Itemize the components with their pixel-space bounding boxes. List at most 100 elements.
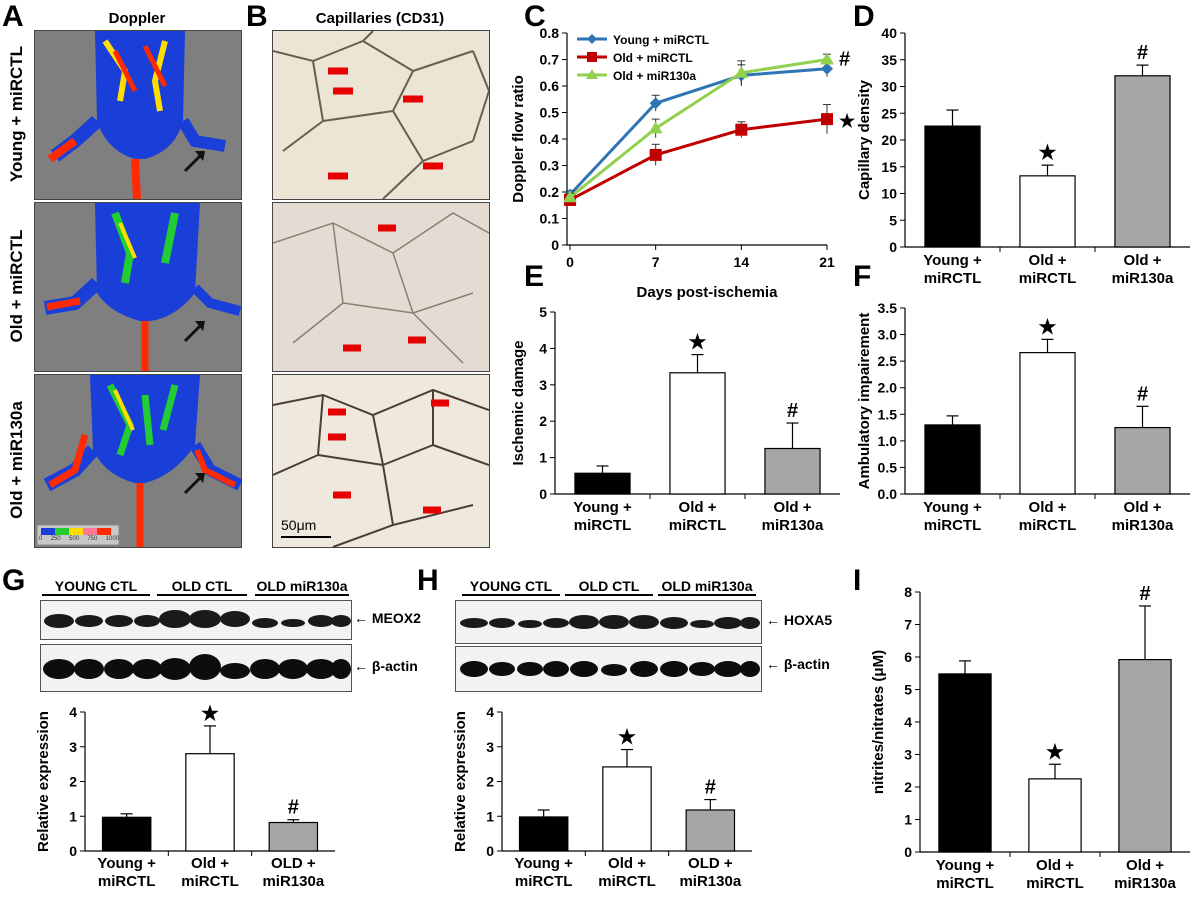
blot-g-group-mir: OLD miR130a bbox=[255, 578, 349, 596]
y-tick-label: 0 bbox=[889, 239, 897, 255]
bar bbox=[685, 809, 736, 852]
series-line bbox=[568, 67, 828, 196]
y-tick-label: 0.4 bbox=[540, 131, 560, 147]
significance-marker: # bbox=[839, 49, 850, 71]
blot-g-group-old: OLD CTL bbox=[157, 578, 247, 596]
capillary-image-old bbox=[272, 202, 490, 372]
category-label: miRCTL bbox=[1026, 875, 1084, 892]
y-tick-label: 3 bbox=[539, 377, 547, 393]
scale-bar-label: 50μm bbox=[281, 517, 317, 533]
blot-h-actin bbox=[455, 646, 762, 692]
y-tick-label: 2 bbox=[486, 774, 494, 790]
scale-tick: 1000 bbox=[105, 536, 119, 542]
panel-label-i: I bbox=[853, 564, 862, 597]
x-tick-label: 7 bbox=[652, 254, 660, 270]
category-label: Old + bbox=[191, 855, 229, 872]
y-tick-label: 8 bbox=[904, 584, 912, 600]
y-tick-label: 3 bbox=[904, 747, 912, 763]
significance-marker: ★ bbox=[689, 332, 707, 354]
capillary-image-old-mir: 50μm bbox=[272, 374, 490, 548]
panel-label-h: H bbox=[417, 564, 439, 597]
row-label-young: Young + miRCTL bbox=[7, 45, 26, 183]
y-tick-label: 0.7 bbox=[540, 52, 560, 68]
y-tick-label: 3 bbox=[69, 739, 77, 755]
significance-marker: # bbox=[1137, 42, 1148, 64]
data-point bbox=[821, 113, 833, 126]
chart-c: 0 0.1 0.2 0.3 0.4 0.5 0.6 0.7 0.8 0 7 14 21 Days post… bbox=[510, 25, 855, 301]
chart-d: 0 5 10 15 20 25 30 35 40 Capillary density Young +… bbox=[856, 25, 1190, 287]
y-tick-label: 3.0 bbox=[878, 327, 898, 343]
significance-marker: ★ bbox=[1039, 316, 1057, 338]
category-label: miR130a bbox=[1112, 270, 1174, 287]
category-label: miR130a bbox=[1112, 517, 1174, 534]
category-label: Old + bbox=[774, 499, 812, 516]
doppler-title: Doppler bbox=[108, 10, 166, 27]
bar bbox=[1114, 75, 1171, 248]
legend-label: Old + miRCTL bbox=[613, 51, 693, 65]
blot-g-meox2 bbox=[40, 600, 352, 640]
legend-marker bbox=[587, 52, 597, 62]
category-label: Old + bbox=[1029, 252, 1067, 269]
y-tick-label: 20 bbox=[881, 132, 897, 148]
category-label: miRCTL bbox=[1019, 517, 1077, 534]
row-label-old-mir: Old + miR130a bbox=[7, 401, 26, 519]
blot-g-meox2-bands bbox=[44, 610, 351, 628]
category-label: miRCTL bbox=[924, 270, 982, 287]
significance-marker: # bbox=[705, 777, 716, 799]
category-label: Old + bbox=[1126, 857, 1164, 874]
y-tick-label: 4 bbox=[904, 714, 912, 730]
bar bbox=[1019, 175, 1076, 248]
y-tick-label: 0.6 bbox=[540, 78, 560, 94]
y-tick-label: 3.5 bbox=[878, 300, 898, 316]
panel-label-e: E bbox=[524, 260, 545, 293]
y-tick-label: 0 bbox=[551, 237, 559, 253]
y-tick-label: 1 bbox=[486, 808, 494, 824]
significance-marker: ★ bbox=[839, 111, 855, 131]
bar bbox=[574, 472, 631, 495]
capillaries-title: Capillaries (CD31) bbox=[315, 10, 445, 27]
y-tick-label: 1 bbox=[904, 812, 912, 828]
significance-marker: ★ bbox=[1046, 741, 1064, 763]
data-point bbox=[648, 121, 663, 134]
x-tick-label: 21 bbox=[819, 254, 835, 270]
category-label: Young + bbox=[923, 252, 982, 269]
category-label: miRCTL bbox=[936, 875, 994, 892]
category-label: miRCTL bbox=[598, 873, 656, 890]
series-line bbox=[569, 117, 828, 202]
blot-h-actin-label: ← β-actin bbox=[766, 656, 830, 672]
data-point bbox=[821, 62, 833, 75]
y-tick-label: 0 bbox=[904, 844, 912, 860]
data-point bbox=[649, 97, 662, 110]
scale-tick: 250 bbox=[50, 536, 61, 542]
category-label: Old + bbox=[1124, 499, 1162, 516]
category-label: Old + bbox=[1029, 499, 1067, 516]
panel-label-a: A bbox=[2, 0, 24, 33]
category-label: Old + bbox=[1124, 252, 1162, 269]
significance-marker: ★ bbox=[1039, 142, 1057, 164]
blot-h-hoxa5-bands bbox=[460, 615, 760, 629]
panel-label-d: D bbox=[853, 0, 875, 33]
bar bbox=[602, 766, 652, 852]
y-tick-label: 0.5 bbox=[540, 105, 560, 121]
blot-h-group-mir: OLD miR130a bbox=[658, 578, 756, 596]
bar bbox=[185, 753, 235, 852]
y-tick-label: 7 bbox=[904, 617, 912, 633]
category-label: Old + bbox=[679, 499, 717, 516]
data-point bbox=[649, 148, 662, 161]
y-tick-label: 0.2 bbox=[540, 184, 560, 200]
legend-label: Young + miRCTL bbox=[613, 33, 709, 47]
y-tick-label: 1.0 bbox=[878, 433, 898, 449]
doppler-image-young bbox=[34, 30, 242, 200]
data-point bbox=[563, 190, 577, 203]
bar bbox=[764, 447, 821, 495]
category-label: miR130a bbox=[679, 873, 741, 890]
y-tick-label: 4 bbox=[69, 704, 77, 720]
y-tick-label: 0.5 bbox=[878, 459, 898, 475]
panel-label-f: F bbox=[853, 260, 872, 293]
category-label: miRCTL bbox=[924, 517, 982, 534]
blot-h-group-old: OLD CTL bbox=[565, 578, 653, 596]
row-label-old: Old + miRCTL bbox=[7, 229, 26, 343]
bar bbox=[924, 125, 981, 248]
